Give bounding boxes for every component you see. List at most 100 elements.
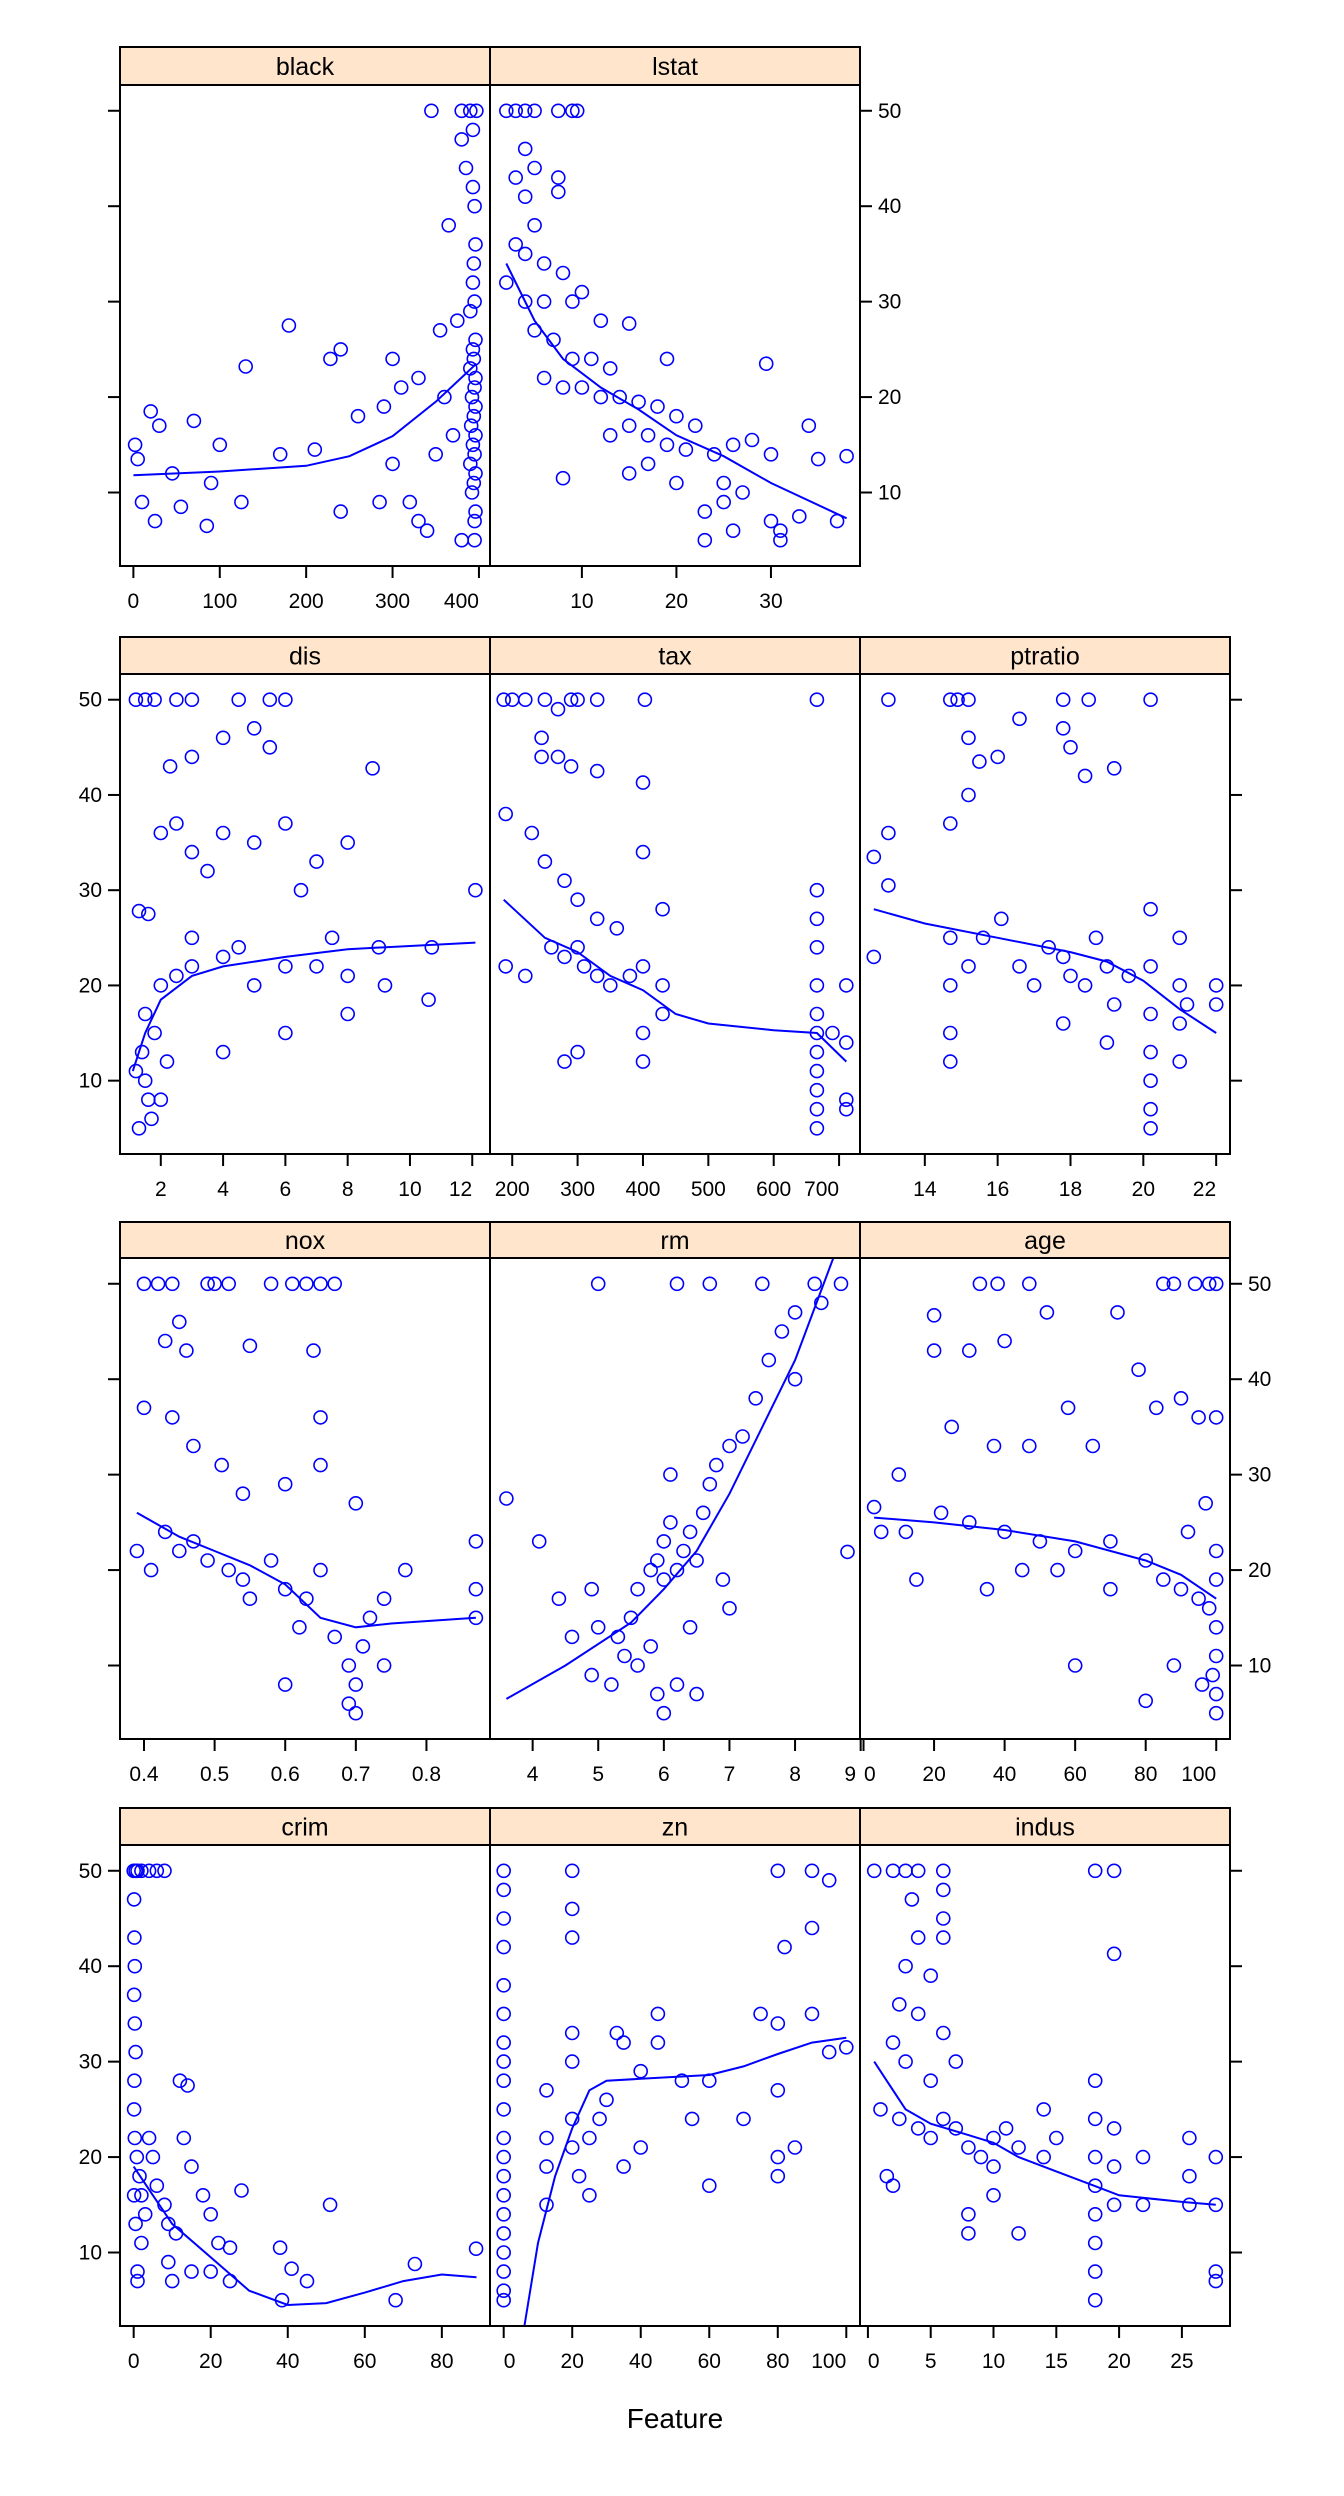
point	[570, 692, 585, 708]
x-tick-label: 40	[276, 2350, 299, 2373]
point	[462, 103, 478, 119]
panel-frame	[489, 673, 861, 1155]
data-layer-crim	[126, 1863, 484, 2308]
y-tick-label: 20	[79, 974, 102, 997]
x-tick-label: 60	[353, 2350, 376, 2373]
point	[127, 2016, 143, 2031]
point	[147, 513, 163, 529]
y-tick-label: 20	[79, 2146, 102, 2169]
point	[496, 2226, 512, 2241]
point	[563, 759, 579, 774]
point	[1208, 2273, 1224, 2289]
point	[324, 930, 340, 946]
point	[635, 844, 651, 860]
point	[550, 103, 566, 119]
y-tick-label: 10	[878, 482, 901, 505]
point	[809, 978, 825, 993]
point	[153, 978, 169, 993]
point	[635, 775, 651, 790]
point	[674, 2073, 690, 2088]
x-tick-label: 20	[1132, 1178, 1155, 1201]
point	[1208, 1686, 1224, 1702]
point	[441, 218, 457, 233]
point	[725, 437, 741, 453]
point	[341, 1696, 357, 1711]
point	[564, 1930, 580, 1945]
point	[622, 968, 638, 984]
point	[136, 1400, 152, 1416]
point	[496, 2149, 512, 2165]
point	[169, 816, 184, 831]
point	[469, 103, 484, 119]
point	[774, 1324, 790, 1339]
point	[961, 1515, 977, 1530]
point	[134, 2188, 149, 2203]
x-tick-label: 20	[561, 2350, 584, 2373]
point	[650, 399, 665, 414]
point	[801, 418, 817, 434]
x-tick-label: 600	[756, 1178, 791, 1201]
point	[997, 1524, 1012, 1540]
smoother-line	[505, 263, 848, 520]
point	[589, 692, 605, 708]
strip-ptratio	[859, 636, 1231, 675]
point	[1208, 1705, 1224, 1721]
point	[1179, 997, 1195, 1012]
point	[563, 692, 579, 708]
point	[1022, 1438, 1037, 1454]
point	[141, 906, 156, 922]
point	[127, 437, 143, 453]
point	[128, 692, 144, 708]
point	[933, 1505, 949, 1521]
point	[137, 692, 153, 708]
panel-frame	[859, 673, 1231, 1155]
point	[1172, 1016, 1187, 1031]
point	[462, 303, 478, 319]
panel-lstat: lstat 10 20 30	[489, 46, 861, 613]
point	[496, 2130, 512, 2146]
point	[735, 485, 750, 500]
point	[656, 1705, 672, 1721]
point	[821, 1873, 837, 1888]
panel-black: black 0 100 200 300 400	[119, 46, 491, 613]
smoother-line	[505, 1258, 835, 1700]
x-tick-label: 60	[1063, 1763, 1086, 1786]
point	[990, 749, 1006, 765]
point	[172, 2073, 188, 2088]
point	[1026, 978, 1042, 993]
point	[234, 2183, 249, 2198]
strip-label-black: black	[276, 53, 335, 81]
point	[885, 2035, 901, 2050]
point	[569, 103, 585, 119]
smoother-line	[873, 908, 1217, 1034]
strip-label-dis: dis	[289, 643, 321, 671]
point	[649, 1553, 665, 1568]
point	[340, 968, 356, 984]
panel-dis: dis 2 4 6 8 10 12	[119, 636, 491, 1201]
y-tick-label: 50	[1248, 1273, 1271, 1296]
point	[564, 2111, 580, 2127]
point	[682, 1524, 698, 1540]
x-axis-label: Feature	[627, 2403, 724, 2434]
point	[979, 1581, 995, 1597]
point	[1088, 930, 1104, 946]
point	[923, 1968, 939, 1983]
point	[650, 2006, 666, 2022]
point	[1172, 978, 1187, 993]
point	[184, 2159, 199, 2174]
point	[809, 1101, 825, 1117]
point	[574, 284, 590, 300]
point	[536, 294, 552, 309]
point	[866, 1863, 882, 1879]
point	[437, 389, 452, 405]
point	[763, 446, 779, 462]
point	[574, 380, 590, 395]
point	[278, 1025, 293, 1041]
point	[313, 1562, 328, 1578]
point	[1143, 692, 1158, 708]
point	[687, 418, 703, 434]
point	[131, 1121, 147, 1136]
point	[873, 1524, 889, 1540]
point	[1166, 1658, 1182, 1673]
